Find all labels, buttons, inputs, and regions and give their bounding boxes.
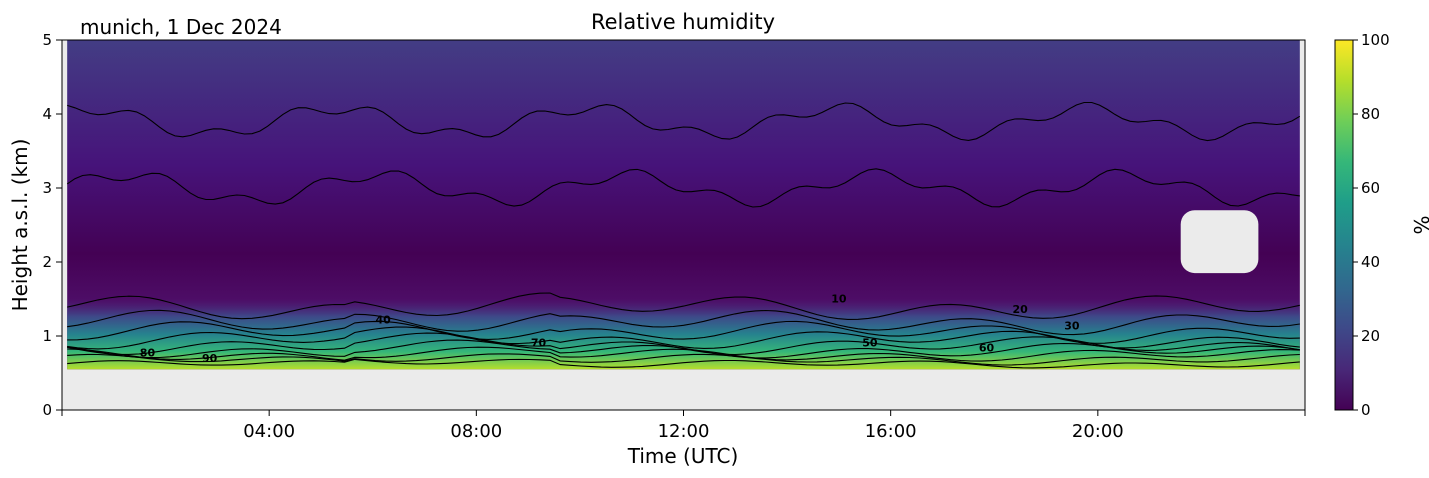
colorbar-tick-label: 40 — [1361, 253, 1380, 271]
site-date-label: munich, 1 Dec 2024 — [80, 15, 282, 39]
colorbar-tick-label: 80 — [1361, 105, 1380, 123]
contour-label-90: 90 — [202, 352, 218, 365]
chart-title: Relative humidity — [591, 10, 775, 34]
colorbar-tick-label: 60 — [1361, 179, 1380, 197]
y-tick-label: 0 — [42, 401, 52, 419]
contour-line-20 — [67, 309, 1300, 336]
x-tick-label: 16:00 — [865, 421, 917, 442]
contour-label-80: 80 — [140, 347, 156, 360]
contour-label-70: 70 — [531, 336, 547, 349]
y-tick-label: 4 — [42, 105, 52, 123]
x-tick-label: 20:00 — [1072, 421, 1124, 442]
contour-line-10 — [67, 292, 1300, 320]
contour-label-50: 50 — [862, 336, 878, 349]
contour-line-50 — [67, 332, 1300, 356]
contour-label-10: 10 — [831, 293, 847, 306]
contour-line-80 — [67, 353, 1300, 366]
contour-line-70 — [67, 346, 1300, 362]
contour-label-20: 20 — [1012, 303, 1028, 316]
x-tick-label: 12:00 — [658, 421, 710, 442]
contour-line-40 — [67, 326, 1300, 350]
y-tick-label: 5 — [42, 31, 52, 49]
upper-contour-line — [66, 168, 1300, 208]
colorbar — [1334, 39, 1354, 411]
y-tick-label: 2 — [42, 253, 52, 271]
contour-line-90 — [67, 358, 1300, 369]
y-tick-label: 1 — [42, 327, 52, 345]
missing-data-region — [1180, 210, 1259, 274]
contour-label-40: 40 — [375, 313, 391, 326]
upper-contour-line — [67, 101, 1301, 142]
colorbar-tick-label: 100 — [1361, 31, 1390, 49]
contour-label-60: 60 — [979, 342, 995, 355]
colorbar-tick-label: 0 — [1361, 401, 1371, 419]
x-tick-label: 04:00 — [243, 421, 295, 442]
contour-label-30: 30 — [1064, 319, 1080, 332]
y-tick-label: 3 — [42, 179, 52, 197]
contour-line-30 — [67, 320, 1300, 344]
colorbar-label: % — [1409, 215, 1429, 234]
x-axis-label: Time (UTC) — [627, 444, 739, 468]
x-tick-label: 08:00 — [450, 421, 502, 442]
colorbar-tick-label: 20 — [1361, 327, 1380, 345]
y-axis-label: Height a.s.l. (km) — [8, 139, 32, 312]
